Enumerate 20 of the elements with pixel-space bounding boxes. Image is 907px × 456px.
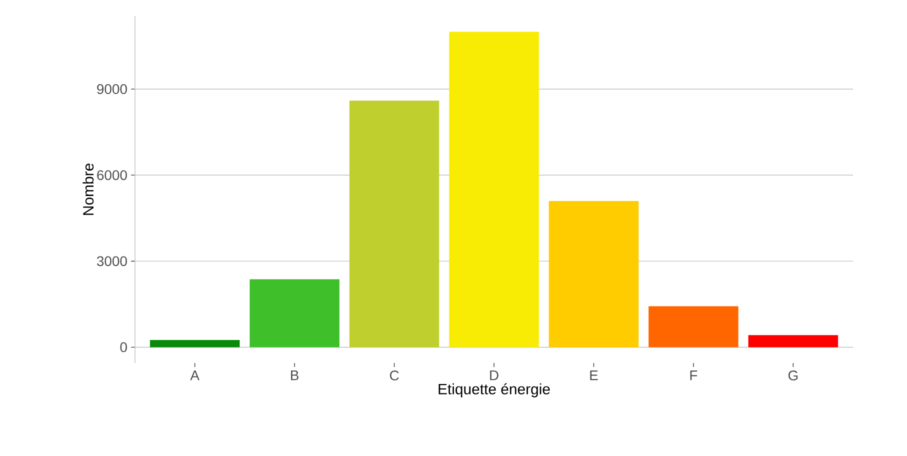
x-tick-label: A xyxy=(190,370,200,380)
y-tick-label: 3000 xyxy=(96,256,127,266)
bar xyxy=(548,200,639,348)
x-tick-label: C xyxy=(390,370,399,380)
bar xyxy=(150,340,240,348)
y-tick-label: 0 xyxy=(120,342,127,352)
bar xyxy=(449,32,539,348)
x-tick-label: G xyxy=(788,370,798,380)
x-tick-label: E xyxy=(590,370,598,380)
bar xyxy=(250,279,340,348)
x-axis-title: Etiquette énergie xyxy=(438,383,550,398)
x-tick-label: B xyxy=(291,370,298,380)
bar xyxy=(648,306,738,348)
bar xyxy=(748,335,838,348)
y-tick-label: 6000 xyxy=(97,170,127,180)
y-tick-label: 9000 xyxy=(97,84,127,94)
x-tick-label: F xyxy=(690,370,698,380)
y-axis-title: Nombre xyxy=(82,164,94,215)
x-tick-label: D xyxy=(490,370,498,380)
bar xyxy=(349,100,440,348)
